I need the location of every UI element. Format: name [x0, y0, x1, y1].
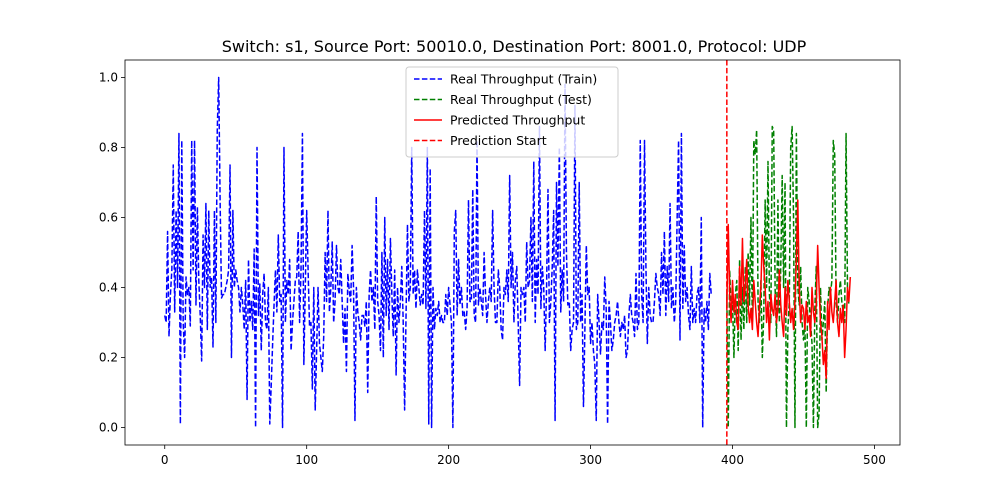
series-line-2 [726, 125, 850, 429]
x-tick-label: 300 [579, 453, 602, 467]
x-tick-label: 500 [863, 453, 886, 467]
plot-frame [124, 59, 901, 446]
x-tick-label: 100 [295, 453, 318, 467]
x-tick-label: 0 [161, 453, 169, 467]
y-tick-label: 0.2 [99, 351, 118, 365]
legend-label-4: Prediction Start [450, 133, 547, 148]
legend-label-3: Predicted Throughput [450, 113, 585, 128]
legend-box [405, 66, 619, 158]
legend-label-1: Real Throughput (Train) [450, 72, 597, 87]
y-tick-label: 0.4 [99, 281, 118, 295]
axes-layer: 0 100 200 300 400 500 0.0 0.2 0.4 0.6 0.8 1.0 [99, 59, 901, 467]
y-tick-label: 0.0 [99, 421, 118, 435]
series-layer [164, 76, 852, 429]
y-tick-label: 1.0 [99, 71, 118, 85]
series-line-3 [726, 199, 852, 380]
series-line-1 [164, 76, 712, 429]
x-tick-label: 400 [721, 453, 744, 467]
chart-title: Switch: s1, Source Port: 50010.0, Destin… [222, 37, 807, 56]
x-tick-label: 200 [437, 453, 460, 467]
y-tick-label: 0.6 [99, 211, 118, 225]
legend-label-2: Real Throughput (Test) [450, 92, 592, 107]
legend: Real Throughput (Train) Real Throughput (… [405, 66, 619, 158]
y-tick-label: 0.8 [99, 141, 118, 155]
